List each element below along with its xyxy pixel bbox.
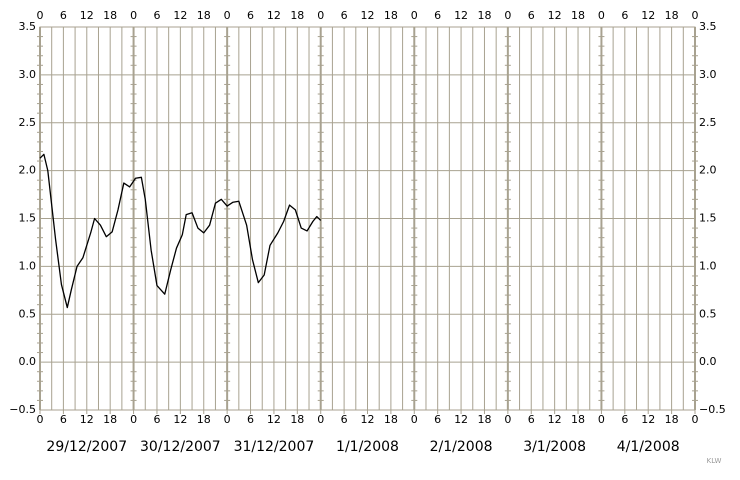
y-tick-label: 2.5	[19, 116, 37, 129]
day-label: 30/12/2007	[140, 439, 221, 455]
y-tick-label: 3.0	[19, 68, 37, 81]
x-tick-label-top: 18	[384, 9, 398, 22]
x-tick-label-top: 6	[621, 9, 628, 22]
x-tick-label: 6	[60, 413, 67, 426]
x-tick-label: 0	[224, 413, 231, 426]
x-tick-label: 6	[247, 413, 254, 426]
x-tick-label: 12	[173, 413, 187, 426]
x-tick-label-top: 0	[504, 9, 511, 22]
x-tick-label-top: 12	[361, 9, 375, 22]
y-tick-label: 3.5	[19, 20, 37, 33]
x-tick-label-top: 12	[548, 9, 562, 22]
x-tick-label-top: 6	[434, 9, 441, 22]
x-tick-label-top: 6	[528, 9, 535, 22]
x-tick-label-top: 6	[247, 9, 254, 22]
x-tick-label-top: 0	[692, 9, 699, 22]
x-tick-label-top: 0	[130, 9, 137, 22]
y-tick-label-right: 0.0	[699, 355, 717, 368]
x-tick-label: 12	[267, 413, 281, 426]
x-tick-label-top: 18	[290, 9, 304, 22]
x-tick-label: 18	[477, 413, 491, 426]
x-tick-label-top: 6	[341, 9, 348, 22]
y-tick-label: 0.0	[19, 355, 37, 368]
y-tick-label-right: 2.0	[699, 164, 717, 177]
day-label: 29/12/2007	[46, 439, 127, 455]
day-label: 2/1/2008	[430, 439, 493, 455]
x-tick-label-top: 0	[37, 9, 44, 22]
x-tick-label-top: 12	[80, 9, 94, 22]
day-label: 4/1/2008	[617, 439, 680, 455]
x-tick-label: 18	[571, 413, 585, 426]
y-tick-label-right: 3.0	[699, 68, 717, 81]
x-tick-label-top: 18	[103, 9, 117, 22]
y-tick-label-right: 2.5	[699, 116, 717, 129]
x-tick-label-top: 6	[60, 9, 67, 22]
x-tick-label-top: 0	[224, 9, 231, 22]
x-tick-label: 12	[80, 413, 94, 426]
signature: KLW	[707, 457, 722, 465]
day-label: 31/12/2007	[234, 439, 315, 455]
x-tick-label-top: 12	[454, 9, 468, 22]
x-tick-label: 0	[411, 413, 418, 426]
x-tick-label: 0	[37, 413, 44, 426]
x-tick-label-top: 12	[641, 9, 655, 22]
series-line	[39, 153, 322, 309]
x-tick-label: 0	[504, 413, 511, 426]
x-tick-label-top: 6	[153, 9, 160, 22]
x-tick-label: 0	[598, 413, 605, 426]
x-tick-label: 12	[548, 413, 562, 426]
day-label: 1/1/2008	[336, 439, 399, 455]
day-label: 3/1/2008	[523, 439, 586, 455]
x-tick-label: 6	[153, 413, 160, 426]
x-tick-label: 18	[197, 413, 211, 426]
x-tick-label: 0	[130, 413, 137, 426]
x-tick-label: 12	[641, 413, 655, 426]
x-tick-label-top: 18	[665, 9, 679, 22]
y-tick-label: −0.5	[9, 403, 36, 416]
y-tick-label-right: 1.5	[699, 212, 717, 225]
x-tick-label: 6	[434, 413, 441, 426]
x-tick-label-top: 18	[477, 9, 491, 22]
y-tick-label-right: 0.5	[699, 307, 717, 320]
x-tick-label-top: 18	[571, 9, 585, 22]
y-tick-label: 1.0	[19, 259, 37, 272]
x-tick-label-top: 12	[173, 9, 187, 22]
y-tick-label-right: −0.5	[699, 403, 726, 416]
x-tick-label: 0	[317, 413, 324, 426]
x-tick-label: 12	[361, 413, 375, 426]
x-tick-label-top: 12	[267, 9, 281, 22]
y-tick-label-right: 1.0	[699, 259, 717, 272]
x-tick-label-top: 18	[197, 9, 211, 22]
x-tick-label: 6	[621, 413, 628, 426]
y-tick-label: 0.5	[19, 307, 37, 320]
x-tick-label-top: 0	[411, 9, 418, 22]
y-tick-label: 2.0	[19, 164, 37, 177]
x-tick-label: 12	[454, 413, 468, 426]
x-tick-label: 18	[665, 413, 679, 426]
x-tick-label: 18	[384, 413, 398, 426]
x-tick-label: 6	[341, 413, 348, 426]
x-tick-label: 18	[103, 413, 117, 426]
x-tick-label: 18	[290, 413, 304, 426]
x-tick-label-top: 0	[598, 9, 605, 22]
y-tick-label-right: 3.5	[699, 20, 717, 33]
x-tick-label: 6	[528, 413, 535, 426]
x-tick-label-top: 0	[317, 9, 324, 22]
plot-frame	[39, 26, 696, 411]
x-tick-label: 0	[692, 413, 699, 426]
y-tick-label: 1.5	[19, 212, 37, 225]
